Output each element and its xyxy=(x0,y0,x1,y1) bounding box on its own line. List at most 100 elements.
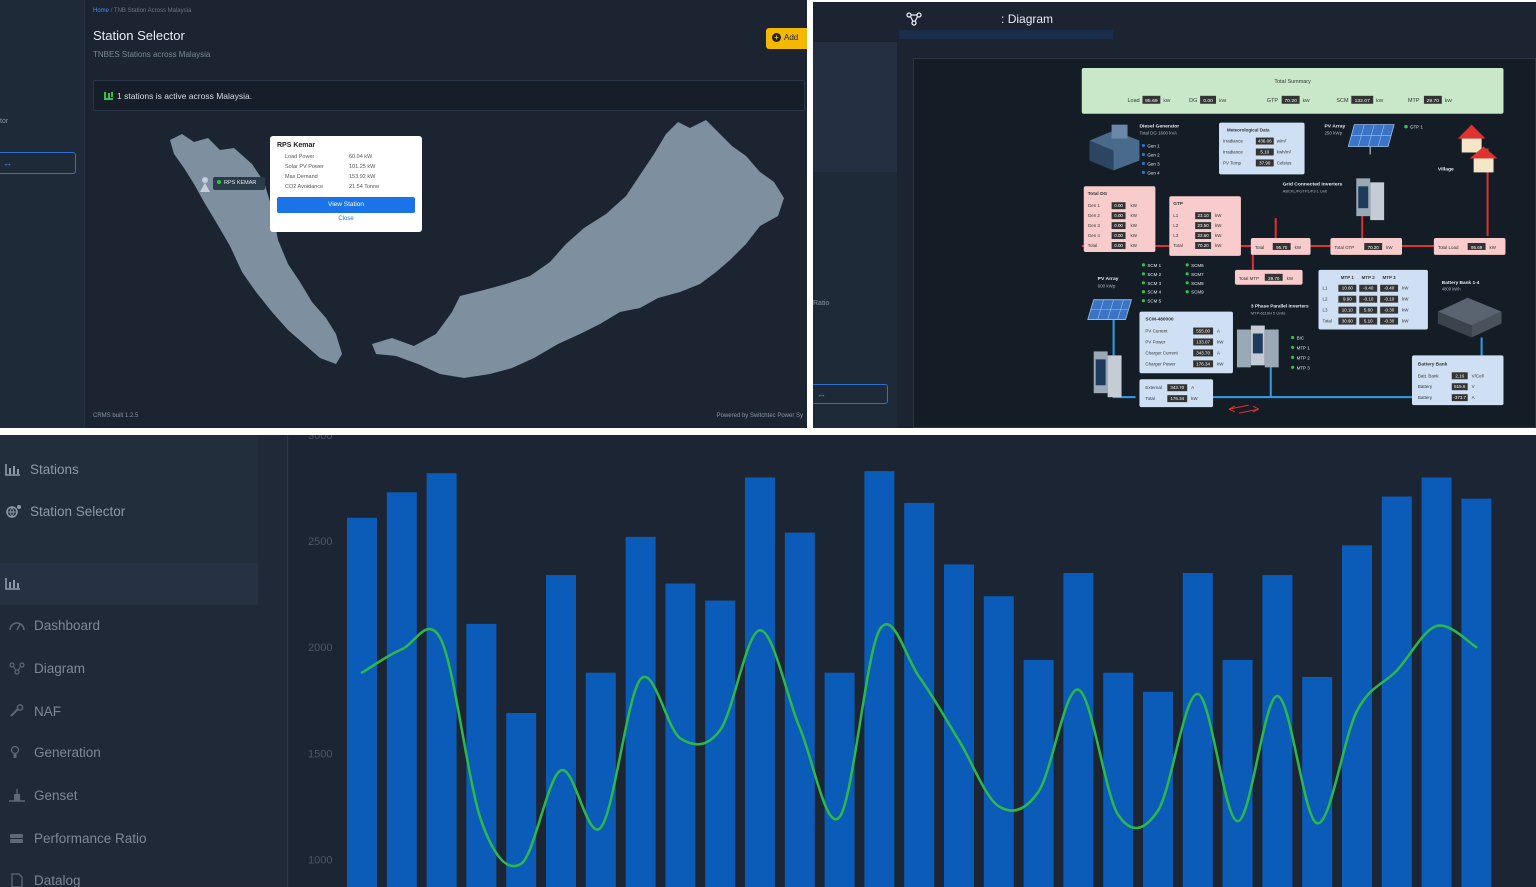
sidebar-toggle-button[interactable]: ↔ xyxy=(0,152,76,174)
sidebar-item-generation[interactable]: Generation xyxy=(8,740,101,764)
add-station-button[interactable]: + Add xyxy=(766,28,807,49)
pv-array-top-subtitle: 250 kWp xyxy=(1324,131,1342,136)
breadcrumb-home-link[interactable]: Home xyxy=(93,8,110,14)
bar-chart-icon xyxy=(104,92,113,100)
bar[interactable] xyxy=(347,517,377,887)
sidebar-section-icon-row[interactable] xyxy=(4,571,30,595)
sidebar-item-performance-ratio[interactable]: Performance Ratio xyxy=(8,826,147,850)
external-row-unit: A xyxy=(1191,385,1194,390)
met-row-unit: kwh/m² xyxy=(1277,149,1292,154)
scm-row-label: Charger Current xyxy=(1145,350,1178,355)
bar-chart-icon xyxy=(5,464,20,476)
diesel-generator-title: Diesel Generator xyxy=(1139,124,1179,130)
bar[interactable] xyxy=(665,583,696,887)
sidebar-item-diagram[interactable]: Diagram xyxy=(8,656,85,680)
dg-row-unit: kW xyxy=(1131,223,1138,228)
scm-box xyxy=(1139,311,1233,374)
title-prefix: : xyxy=(1001,12,1005,26)
sidebar-item-station-selector[interactable]: Station Selector xyxy=(4,499,125,523)
summary-value: 70.20 xyxy=(1284,98,1297,104)
bar[interactable] xyxy=(705,600,736,887)
breadcrumb: Home / TNB Station Across Malaysia xyxy=(93,8,191,14)
pv-array-top-title: PV Array xyxy=(1324,124,1345,130)
mtp-value-box xyxy=(1359,317,1378,325)
bar[interactable] xyxy=(506,712,537,887)
close-popup-link[interactable]: Close xyxy=(338,216,354,222)
dg-row-unit: kW xyxy=(1131,233,1138,238)
external-box xyxy=(1139,379,1214,408)
bar[interactable] xyxy=(1381,496,1412,887)
header-stripe xyxy=(899,30,1113,39)
popup-row-value: 101.25 kW xyxy=(349,164,376,170)
popup-row-value: 21.54 Tonne xyxy=(349,184,380,190)
bar[interactable] xyxy=(864,471,895,887)
sidebar-item-datalog[interactable]: Datalog xyxy=(8,868,81,887)
y-tick-label: 3000 xyxy=(308,435,332,442)
summary-unit: kW xyxy=(1445,98,1452,104)
parallel-inverter-icon xyxy=(1236,325,1279,368)
sidebar-item-label: Stations xyxy=(30,461,79,477)
scm-row-label: Charger Power xyxy=(1145,361,1176,366)
bar[interactable] xyxy=(1342,545,1372,887)
view-station-button[interactable]: View Station xyxy=(277,197,415,213)
sidebar-item-dashboard[interactable]: Dashboard xyxy=(8,613,100,637)
sidebar-item-label: Performance Ratio xyxy=(34,830,147,846)
bar[interactable] xyxy=(1302,676,1333,887)
bar[interactable] xyxy=(1143,691,1173,887)
scm-row-value: 343.70 xyxy=(1196,350,1210,355)
battery-bank-title: Battery Bank xyxy=(1418,361,1448,367)
bar[interactable] xyxy=(904,502,935,887)
station-marker-icon[interactable] xyxy=(198,175,212,193)
gtp-status-dot xyxy=(1404,124,1408,129)
mtp-table-header: MTP 1 xyxy=(1341,275,1355,280)
scm-value-box xyxy=(1193,327,1214,335)
bar[interactable] xyxy=(784,532,815,887)
sidebar: Ratio ↔ xyxy=(813,42,897,428)
malaysia-map[interactable] xyxy=(160,112,800,387)
sidebar: Stations Station Selector Dashboard Diag… xyxy=(0,435,288,887)
active-status-dot xyxy=(217,180,221,184)
bar[interactable] xyxy=(1023,659,1054,887)
bar[interactable] xyxy=(944,564,974,887)
scm-label: SCM 5 xyxy=(1147,299,1161,304)
battery-row-value: 515.6 xyxy=(1454,384,1466,389)
marker-label-text: RPS KEMAR xyxy=(224,180,257,186)
diagram-header xyxy=(813,2,1536,42)
gen-status-list: Gen 1 Gen 2 Gen 3 Gen 4 xyxy=(1141,144,1160,175)
sidebar-item-label[interactable]: Ratio xyxy=(813,300,830,307)
scm-status-list-a: SCM 1 SCM 2 SCM 3 SCM 4 SCM 5 xyxy=(1141,263,1162,304)
bar[interactable] xyxy=(1262,575,1293,887)
bar[interactable] xyxy=(983,596,1014,887)
mtp-row-unit: kW xyxy=(1402,297,1409,302)
sidebar-item-genset[interactable]: Genset xyxy=(8,783,78,807)
gtp-row-label: L1 xyxy=(1173,213,1178,218)
mtp-cell: 9.90 xyxy=(1343,297,1352,302)
sidebar-item-label[interactable]: tor xyxy=(0,118,9,125)
bar[interactable] xyxy=(585,672,616,887)
bar-series xyxy=(347,471,1492,887)
bar[interactable] xyxy=(546,575,576,887)
bar[interactable] xyxy=(1461,498,1492,887)
file-icon xyxy=(11,873,23,887)
bar[interactable] xyxy=(1222,659,1253,887)
sidebar-item-naf[interactable]: NAF xyxy=(8,699,61,723)
scm-row-unit: A xyxy=(1217,350,1220,355)
bar[interactable] xyxy=(1103,672,1134,887)
battery-row-value: -373.7 xyxy=(1453,395,1466,400)
sidebar-toggle-button[interactable]: ↔ xyxy=(813,384,888,404)
bar[interactable] xyxy=(1421,477,1452,887)
mtp-row-unit: kW xyxy=(1402,286,1409,291)
sidebar-item-stations[interactable]: Stations xyxy=(4,457,79,481)
dg-value-box xyxy=(1111,202,1126,210)
dg-row-unit: kW xyxy=(1131,213,1138,218)
battery-row-label: Battery xyxy=(1418,395,1433,400)
met-value-box xyxy=(1255,137,1274,145)
battery-bank-icon xyxy=(1437,297,1502,338)
mtp-cell: 10.10 xyxy=(1342,308,1354,313)
bar[interactable] xyxy=(745,477,775,887)
bar[interactable] xyxy=(1063,572,1094,887)
station-marker-label[interactable]: RPS KEMAR xyxy=(213,177,265,190)
bar[interactable] xyxy=(1182,572,1213,887)
mtp-table-header: MTP 2 xyxy=(1362,275,1376,280)
bar[interactable] xyxy=(386,492,417,887)
